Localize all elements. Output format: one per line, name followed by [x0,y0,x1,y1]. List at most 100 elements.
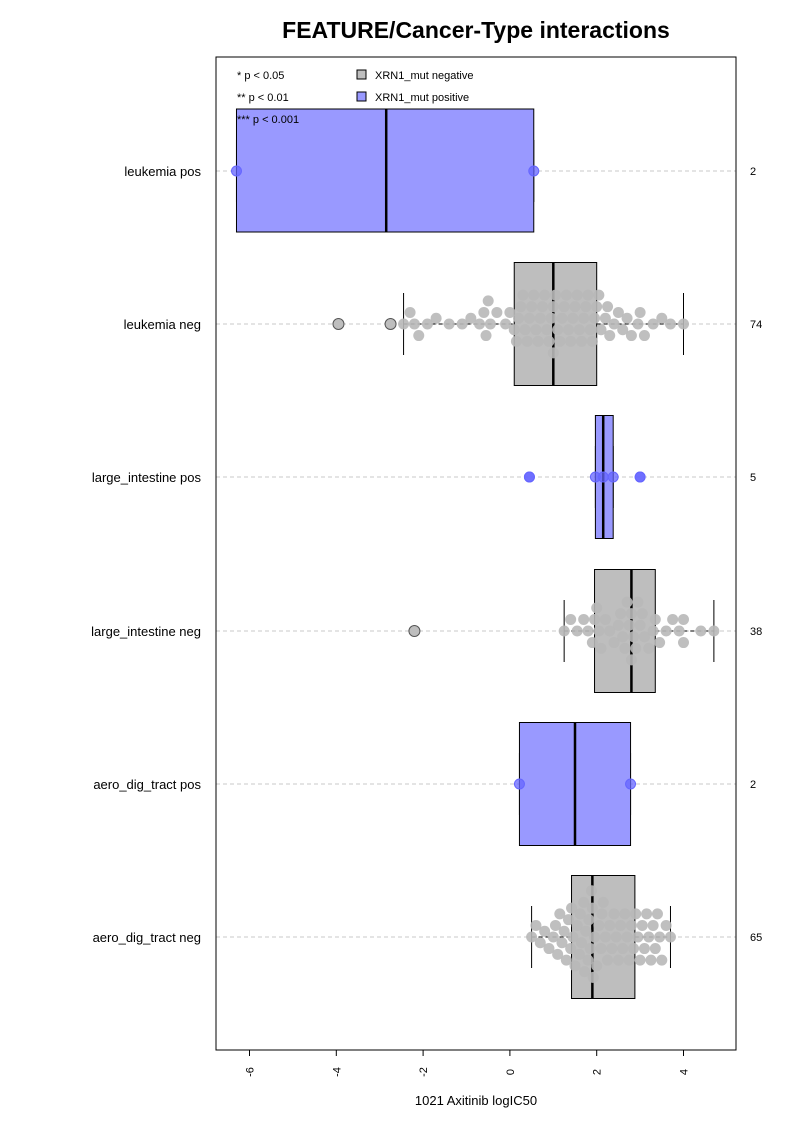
data-point [664,931,676,943]
outlier-point [634,471,646,483]
data-point [651,908,663,920]
data-point [519,324,531,336]
data-point [621,931,633,943]
data-point [528,165,540,177]
data-point [608,908,620,920]
data-point [602,301,614,313]
legend-label: XRN1_mut negative [375,70,473,82]
data-point [597,896,609,908]
data-point [599,931,611,943]
data-point [504,306,516,318]
data-point [625,654,637,666]
data-point [678,318,689,330]
data-point [536,301,548,313]
data-point [558,625,570,637]
data-point [636,919,648,931]
data-point [595,943,607,955]
data-point [478,306,490,318]
data-point [628,943,640,955]
data-point [526,301,538,313]
data-point [615,919,627,931]
data-point [596,908,608,920]
data-point [573,948,585,960]
data-point [532,335,544,347]
outlier-point [384,318,397,330]
data-point [667,613,679,625]
x-tick-label: 2 [592,1069,604,1075]
data-point [480,330,492,342]
data-point [421,318,433,330]
data-point [617,943,629,955]
data-point [510,335,522,347]
group-label: large_intestine pos [92,470,202,485]
x-axis: -6 -4 -2 0 2 4 [245,1050,691,1077]
data-point [589,312,601,324]
data-point [591,301,603,313]
data-point [562,914,574,926]
data-point [632,596,644,608]
data-point [566,902,578,914]
data-point [695,625,707,637]
data-point [647,318,659,330]
data-point [474,318,486,330]
data-point [632,318,644,330]
data-point [625,778,637,790]
data-point [591,960,603,972]
group-labels: leukemia pos 2 leukemia neg 74 large_intesti… [91,164,762,945]
data-point [558,301,570,313]
legend-swatch [356,69,367,80]
data-point [673,625,685,637]
data-point [580,301,592,313]
data-point [530,919,542,931]
group-label: large_intestine neg [91,624,201,639]
data-point [610,931,622,943]
data-point [634,954,646,966]
data-point [708,625,720,637]
data-point [638,631,650,643]
data-point [632,931,644,943]
data-point [580,925,592,937]
data-point [583,914,595,926]
data-point [539,925,551,937]
group-count: 2 [750,779,756,791]
data-point [569,960,581,972]
data-point [606,943,618,955]
outlier-point [408,625,421,637]
data-point [569,301,581,313]
data-point [526,931,538,943]
group-label: aero_dig_tract pos [93,777,201,792]
data-point [573,324,585,336]
data-point [558,925,570,937]
data-point [584,943,596,955]
group-count: 74 [750,319,762,331]
data-point [602,954,614,966]
data-point [576,937,588,949]
data-point [562,324,574,336]
data-point [578,613,590,625]
x-tick-label: 4 [679,1069,691,1075]
data-point [593,625,605,637]
data-point [617,324,629,336]
data-point [604,625,616,637]
data-point [578,896,590,908]
x-tick-label: -4 [331,1067,343,1077]
data-point [630,908,642,920]
grid-lines [216,170,736,938]
data-point [586,637,598,649]
data-point [636,608,648,620]
data-point [567,312,579,324]
data-point [552,948,564,960]
data-point [543,335,555,347]
data-point [641,908,653,920]
legend-swatch [356,91,367,102]
data-point [430,312,442,324]
data-point [645,954,657,966]
data-point [543,943,555,955]
data-point [534,937,546,949]
data-point [585,885,597,897]
data-point [547,301,559,313]
data-point [515,301,527,313]
data-point [647,919,659,931]
data-point [643,931,655,943]
